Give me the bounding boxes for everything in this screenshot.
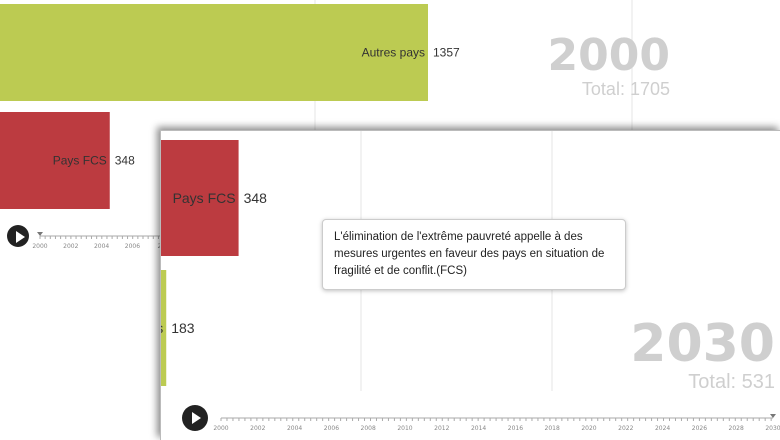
timeline-tick-label: 2004 bbox=[287, 425, 302, 432]
bar-value-label: 348 bbox=[244, 190, 268, 206]
timeline-tick-label: 2028 bbox=[729, 425, 744, 432]
total-label: Total: 1705 bbox=[582, 79, 670, 99]
bar bbox=[0, 4, 428, 101]
timeline-tick-label: 2002 bbox=[63, 243, 78, 250]
bar-value-label: 183 bbox=[171, 320, 195, 336]
bar-name-label: Autres pays bbox=[362, 46, 425, 60]
play-button[interactable] bbox=[7, 225, 29, 247]
bar-name-label: Autres pays bbox=[161, 320, 163, 336]
timeline-tick-label: 2024 bbox=[655, 425, 670, 432]
tooltip-acronym: (FCS) bbox=[436, 265, 467, 277]
timeline-tick-label: 2006 bbox=[324, 425, 339, 432]
play-button[interactable] bbox=[182, 405, 208, 431]
timeline-tick-label: 2016 bbox=[508, 425, 523, 432]
timeline-tick-label: 2014 bbox=[471, 425, 486, 432]
timeline-tick-label: 2030 bbox=[765, 425, 780, 432]
bar-value-label: 348 bbox=[115, 154, 135, 168]
tooltip: L'élimination de l'extrême pauvreté appe… bbox=[322, 219, 626, 290]
bar-name-label: Pays FCS bbox=[53, 154, 107, 168]
timeline-tick-label: 2020 bbox=[581, 425, 596, 432]
timeline-tick-label: 2008 bbox=[361, 425, 376, 432]
timeline-tick-label: 2004 bbox=[94, 243, 109, 250]
timeline-handle bbox=[770, 414, 776, 418]
timeline-tick-label: 2000 bbox=[32, 243, 47, 250]
tooltip-text: L'élimination de l'extrême pauvreté appe… bbox=[334, 231, 605, 277]
total-label: Total: 531 bbox=[688, 371, 775, 393]
timeline-handle bbox=[37, 232, 43, 236]
timeline-tick-label: 2010 bbox=[397, 425, 412, 432]
year-label: 2000 bbox=[548, 30, 670, 81]
bar bbox=[0, 112, 110, 209]
timeline-tick-label: 2018 bbox=[545, 425, 560, 432]
timeline-tick-label: 2000 bbox=[213, 425, 228, 432]
bar-name-label: Pays FCS bbox=[173, 190, 236, 206]
bar bbox=[161, 140, 239, 256]
bar bbox=[161, 270, 167, 386]
year-label: 2030 bbox=[630, 314, 775, 374]
timeline-tick-label: 2006 bbox=[125, 243, 140, 250]
timeline-tick-label: 2022 bbox=[618, 425, 633, 432]
timeline-tick-label: 2002 bbox=[250, 425, 265, 432]
bar-value-label: 1357 bbox=[433, 46, 460, 60]
timeline-tick-label: 2012 bbox=[434, 425, 449, 432]
timeline-tick-label: 2026 bbox=[692, 425, 707, 432]
